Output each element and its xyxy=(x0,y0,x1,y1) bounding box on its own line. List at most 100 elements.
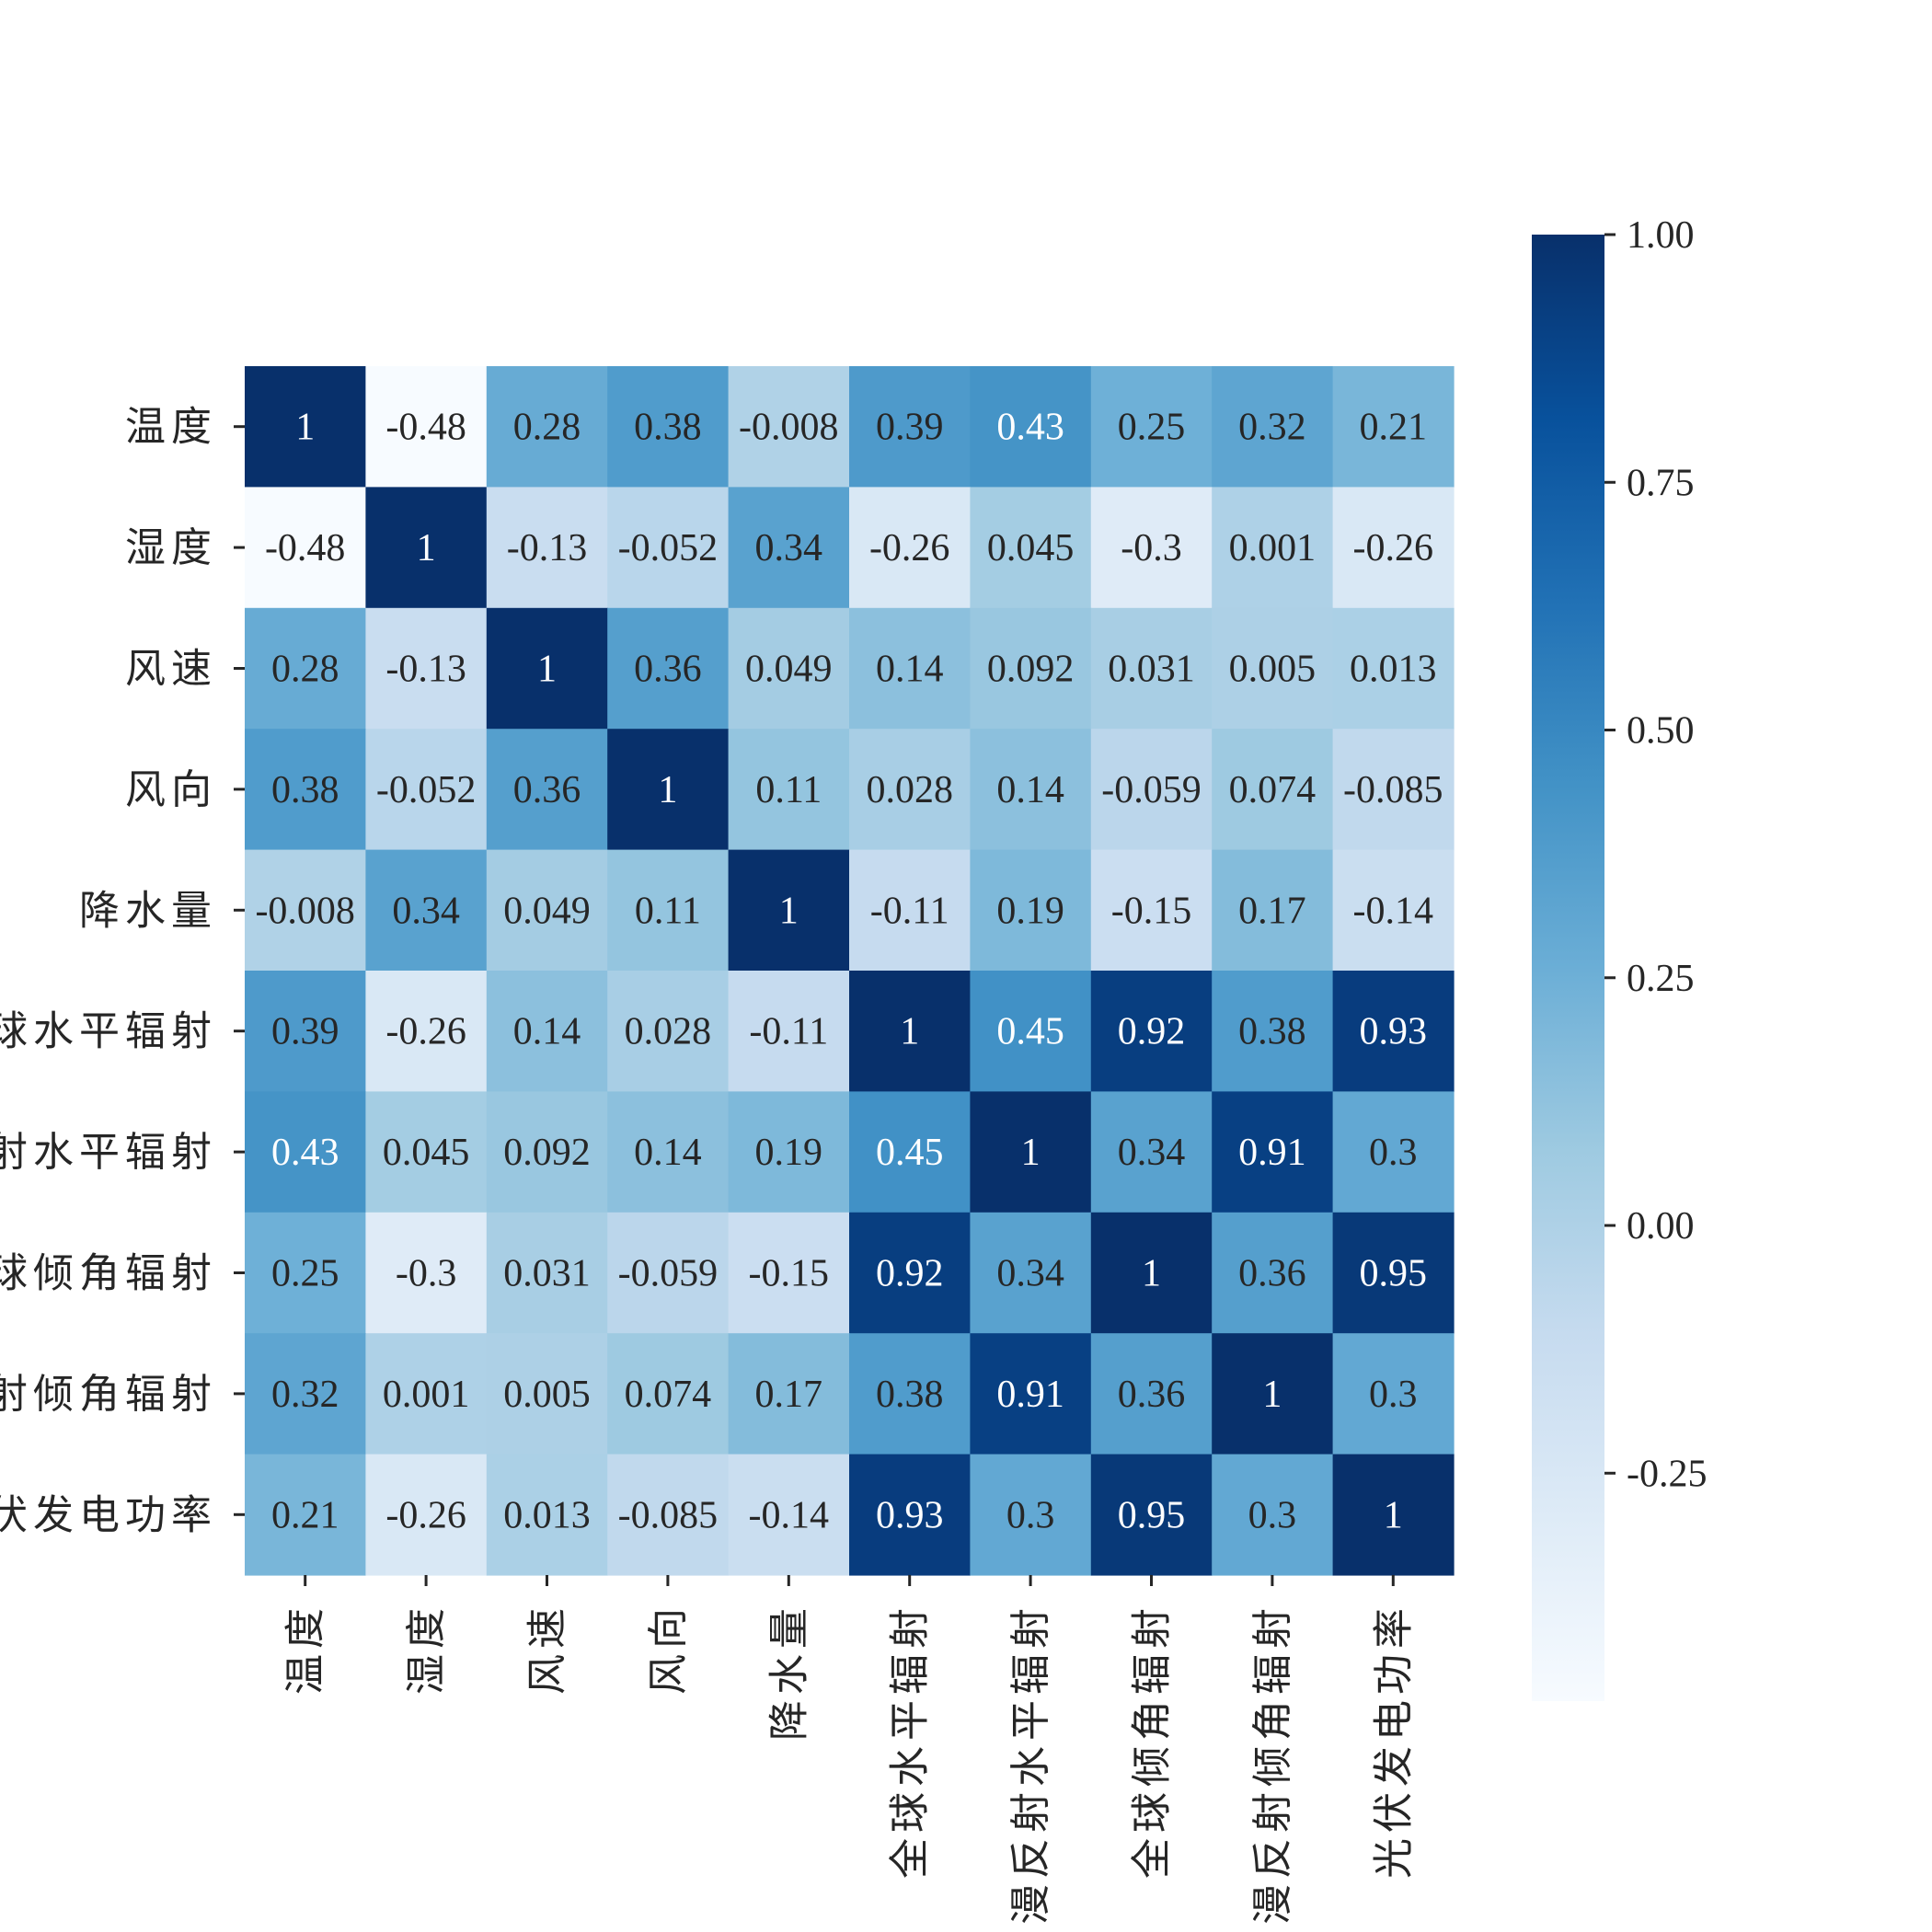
cell-value-label: 0.92 xyxy=(876,1253,944,1295)
cell-value-label: 0.38 xyxy=(1238,1011,1306,1053)
heatmap-cell xyxy=(849,607,971,730)
cell-value-label: 0.3 xyxy=(1006,1494,1055,1536)
cell-value-label: 0.092 xyxy=(987,649,1075,691)
y-tick-label: 全球倾角辐射 xyxy=(0,1251,217,1296)
x-tick-label: 风向 xyxy=(646,1603,691,1695)
cell-value-label: 1 xyxy=(779,890,799,932)
cell-value-label: 1 xyxy=(1142,1253,1161,1295)
cell-value-label: 1 xyxy=(1021,1132,1041,1174)
heatmap-cell xyxy=(1332,849,1455,972)
cell-value-label: 0.95 xyxy=(1118,1494,1186,1536)
cell-value-label: -0.008 xyxy=(739,407,839,449)
x-axis: 温度 湿度 风速 风向 降水量 全球水平辐射 漫反射水平辐射 全球倾角辐射 漫反射倾角辐射 光伏发… xyxy=(283,1575,1416,1925)
heatmap-cell xyxy=(245,1333,366,1455)
cell-value-label: -0.052 xyxy=(376,769,477,811)
heatmap-cell xyxy=(1212,1091,1334,1213)
cell-value-label: -0.052 xyxy=(618,527,719,569)
cell-value-label: -0.008 xyxy=(255,890,355,932)
x-tick-label: 全球倾角辐射 xyxy=(1130,1603,1175,1879)
cell-value-label: 0.001 xyxy=(1229,527,1317,569)
cell-value-label: 0.36 xyxy=(1238,1253,1306,1295)
heatmap-cell xyxy=(245,1091,366,1213)
heatmap-cell xyxy=(728,1091,850,1213)
heatmap-cell xyxy=(245,366,366,488)
cell-value-label: 0.3 xyxy=(1369,1374,1418,1416)
heatmap-cell xyxy=(607,487,730,609)
heatmap-cell xyxy=(970,849,1092,972)
cell-value-label: 0.39 xyxy=(271,1011,339,1053)
cell-value-label: 1 xyxy=(658,769,677,811)
heatmap-cell xyxy=(849,1454,971,1576)
cell-value-label: 0.38 xyxy=(271,769,339,811)
cell-value-label: 0.074 xyxy=(625,1374,712,1416)
heatmap-cell xyxy=(1332,487,1455,609)
cell-value-label: 0.92 xyxy=(1118,1011,1186,1053)
heatmap-cell xyxy=(245,487,366,609)
x-tick-label: 漫反射倾角辐射 xyxy=(1250,1603,1295,1925)
cell-value-label: 0.19 xyxy=(996,890,1064,932)
cell-value-label: 0.049 xyxy=(745,649,833,691)
cell-value-label: -0.26 xyxy=(385,1011,466,1053)
heatmap-cell xyxy=(849,1333,971,1455)
y-tick-label: 温度 xyxy=(125,405,217,450)
cell-value-label: -0.3 xyxy=(1121,527,1182,569)
heatmap-cell xyxy=(365,487,488,609)
heatmap-cell xyxy=(728,487,850,609)
colorbar-gradient xyxy=(1532,235,1604,1701)
heatmap-cell xyxy=(849,729,971,851)
heatmap-cell xyxy=(365,366,488,488)
heatmap-cell xyxy=(970,487,1092,609)
heatmap-cell xyxy=(1332,1333,1455,1455)
heatmap-cell xyxy=(365,729,488,851)
heatmap-cell xyxy=(970,1333,1092,1455)
x-tick-label: 温度 xyxy=(283,1603,328,1695)
heatmap-cell xyxy=(1212,487,1334,609)
heatmap-cell xyxy=(245,1454,366,1576)
cell-value-label: -0.059 xyxy=(618,1253,719,1295)
x-tick-label: 全球水平辐射 xyxy=(888,1603,933,1879)
heatmap-cell xyxy=(970,1091,1092,1213)
cell-value-label: -0.26 xyxy=(385,1494,466,1536)
y-tick-label: 漫反射倾角辐射 xyxy=(0,1372,217,1417)
heatmap-cells xyxy=(245,366,1455,1576)
heatmap-cell xyxy=(365,971,488,1092)
x-tick-label: 风速 xyxy=(525,1603,570,1695)
cell-value-label: 0.14 xyxy=(996,769,1064,811)
heatmap-cell xyxy=(486,607,608,730)
cell-value-label: 0.049 xyxy=(503,890,591,932)
cell-value-label: 0.11 xyxy=(635,890,701,932)
cell-value-label: 1 xyxy=(1262,1374,1282,1416)
cell-value-label: -0.11 xyxy=(749,1011,828,1053)
cell-value-label: -0.48 xyxy=(265,527,346,569)
heatmap-cell xyxy=(1090,487,1213,609)
heatmap-cell xyxy=(728,729,850,851)
cell-value-label: 1 xyxy=(417,527,436,569)
heatmap-cell xyxy=(1212,1333,1334,1455)
y-tick-label: 湿度 xyxy=(125,525,217,570)
heatmap-cell xyxy=(607,1454,730,1576)
heatmap-cell xyxy=(970,607,1092,730)
heatmap-cell xyxy=(728,607,850,730)
heatmap-cell xyxy=(245,849,366,972)
heatmap-cell xyxy=(728,1212,850,1334)
y-tick-label: 风向 xyxy=(125,767,217,812)
cell-value-label: -0.15 xyxy=(749,1253,830,1295)
cell-value-label: 0.34 xyxy=(755,527,823,569)
colorbar-tick-label: 1.00 xyxy=(1627,214,1695,257)
heatmap-cell xyxy=(1212,971,1334,1092)
heatmap-cell xyxy=(365,849,488,972)
colorbar: 1.00 0.75 0.50 0.25 0.00 -0.25 xyxy=(1532,214,1708,1701)
heatmap-cell xyxy=(365,1454,488,1576)
heatmap-cell xyxy=(486,366,608,488)
cell-value-label: 0.028 xyxy=(866,769,953,811)
cell-value-label: 1 xyxy=(295,407,315,449)
cell-value-label: 0.34 xyxy=(996,1253,1064,1295)
heatmap-cell xyxy=(245,1212,366,1334)
heatmap-cell xyxy=(486,1091,608,1213)
cell-value-label: -0.14 xyxy=(749,1494,830,1536)
heatmap-cell xyxy=(365,1091,488,1213)
cell-value-label: 0.21 xyxy=(271,1494,339,1536)
heatmap-cell xyxy=(1090,849,1213,972)
cell-value-label: 0.045 xyxy=(383,1132,470,1174)
